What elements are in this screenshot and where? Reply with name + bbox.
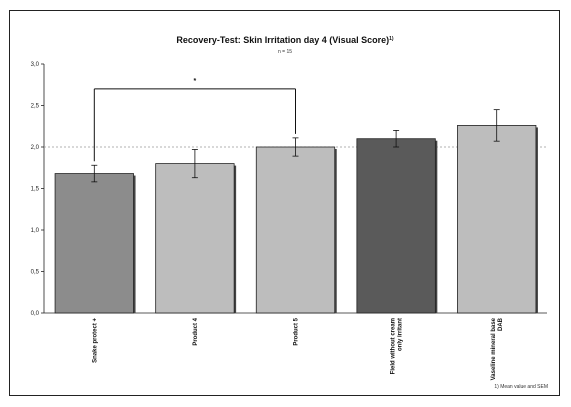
category-label: Snake protect + (92, 318, 98, 363)
chart-title: Recovery-Test: Skin Irritation day 4 (Vi… (176, 35, 394, 45)
bar (457, 125, 537, 314)
category-label: Vaseline mineral baseDAB (491, 317, 504, 380)
bar (155, 163, 235, 314)
category-label-line: Product 5 (294, 317, 300, 345)
category-label-line: Snake protect + (92, 318, 98, 363)
category-label-line: Product 4 (193, 317, 199, 345)
category-label: Product 5 (294, 317, 300, 345)
category-label-line: Vaseline mineral base (491, 317, 497, 380)
y-tick-label: 0,0 (31, 311, 40, 317)
category-label-line: only irritant (398, 318, 404, 351)
bars-layer (54, 109, 538, 314)
category-label-line: Field without cream (391, 318, 397, 374)
bar-chart: Recovery-Test: Skin Irritation day 4 (Vi… (31, 35, 548, 390)
y-tick-label: 1,5 (31, 187, 40, 193)
y-tick-label: 3,0 (31, 62, 40, 68)
bar (255, 146, 336, 314)
chart-subtitle: n = 15 (278, 49, 292, 55)
chart-footnote: 1) Mean value and SEM (494, 384, 548, 390)
category-label: Field without creamonly irritant (391, 318, 404, 374)
y-tick-label: 2,0 (31, 145, 40, 151)
bar (356, 138, 436, 314)
y-tick-label: 2,5 (31, 104, 40, 110)
chart-frame: Recovery-Test: Skin Irritation day 4 (Vi… (9, 10, 560, 396)
category-label: Product 4 (193, 317, 199, 345)
category-label-line: DAB (498, 317, 504, 331)
bar (54, 173, 134, 314)
labels-layer: Snake protect + Product 4 Product 5 Field w… (92, 78, 504, 380)
y-tick-label: 0,5 (31, 270, 40, 276)
significance-label: * (194, 78, 197, 85)
y-tick-label: 1,0 (31, 228, 40, 234)
